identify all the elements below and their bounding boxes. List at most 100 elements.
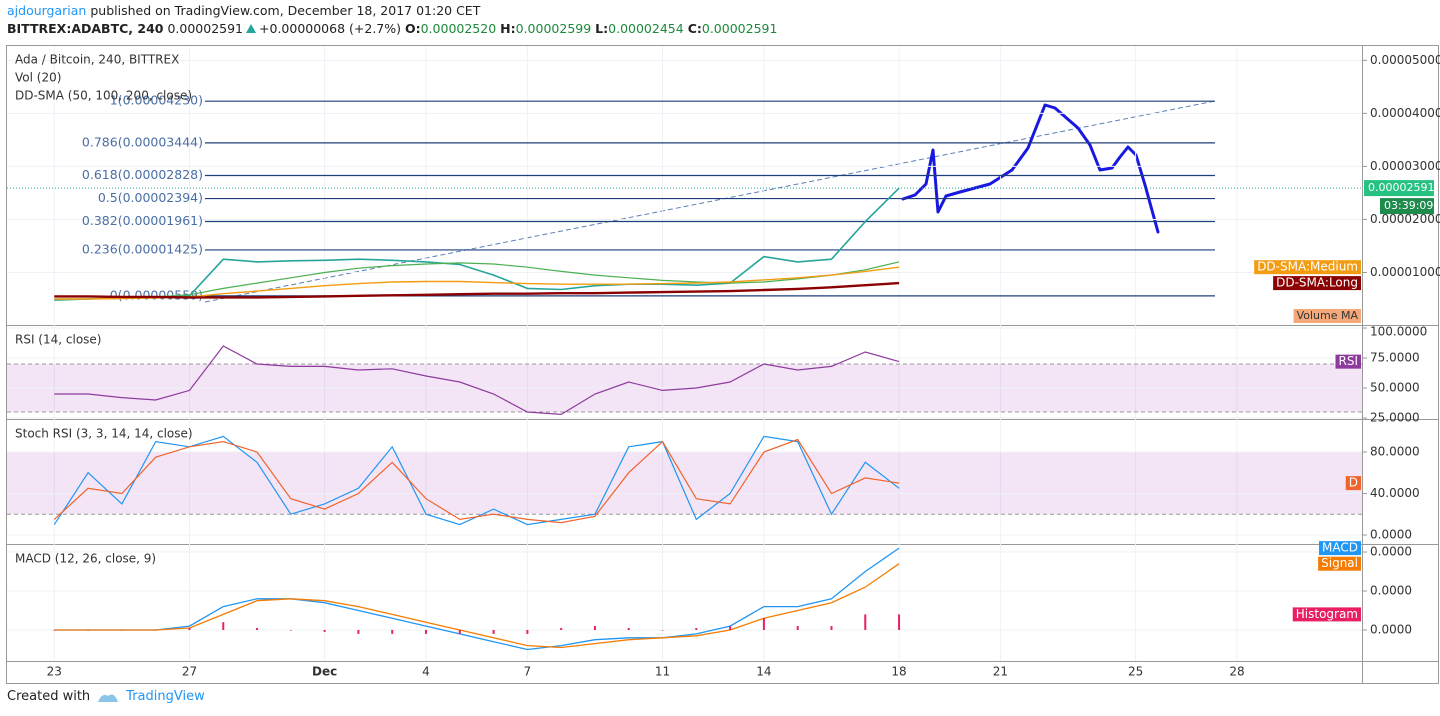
- countdown-bg: [1380, 198, 1434, 215]
- histogram-bar: [796, 626, 799, 630]
- x-tick-label: 7: [524, 665, 532, 679]
- published: published on TradingView.com, December 1…: [90, 3, 481, 18]
- histogram-bar: [222, 622, 225, 630]
- x-tick-label: 4: [422, 665, 430, 679]
- countdown: 03:39:09: [1384, 199, 1433, 212]
- series-tag-bg: [1254, 260, 1361, 275]
- series-line: [54, 345, 900, 416]
- fib-label: 0.5(0.00002394): [98, 190, 203, 205]
- x-tick-label: 21: [993, 665, 1008, 679]
- indicator-title: Vol (20): [15, 71, 61, 85]
- histogram-bar: [154, 629, 157, 631]
- publish-line: ajdourgarian published on TradingView.co…: [7, 2, 777, 20]
- projection-drawing: [901, 103, 1160, 234]
- y-tick-label: 0.0000: [1370, 545, 1412, 559]
- series-tag-bg: [1318, 556, 1361, 571]
- fib-label: 0.382(0.00001961): [82, 213, 203, 228]
- symbol: BITTREX:ADABTC, 240: [7, 21, 164, 36]
- histogram-bar: [256, 628, 259, 630]
- h-label: H:: [500, 21, 516, 36]
- low: 0.00002454: [608, 21, 684, 36]
- volume-tag: Volume MA: [1297, 309, 1359, 322]
- series-tag-bg: [1273, 276, 1361, 291]
- x-tick-label: 27: [182, 665, 197, 679]
- high: 0.00002599: [515, 21, 592, 36]
- close: 0.00002591: [701, 21, 778, 36]
- chart: 23 27 Dec 4 7 11 14 18 21 25 28 0.00005000 0.0000400…: [6, 45, 1440, 684]
- y-tick-label: 75.0000: [1370, 351, 1420, 365]
- last-price-label: 0.00002591: [1368, 181, 1434, 194]
- y-tick-label: 0.00002000: [1370, 212, 1440, 226]
- series-tag: RSI: [1339, 354, 1359, 368]
- fib-label: 1(0.00004230): [110, 93, 203, 108]
- panel-title: RSI (14, close): [15, 333, 101, 347]
- created-with: Created with: [7, 689, 91, 704]
- series-tag: Histogram: [1296, 607, 1358, 621]
- series-line: [54, 281, 900, 299]
- x-tick-label: 28: [1229, 665, 1244, 679]
- histogram-bar: [560, 628, 563, 630]
- series-tag: Signal: [1321, 556, 1358, 570]
- series-tag-bg: [1335, 354, 1361, 369]
- change: +0.00000068 (+2.7%): [259, 21, 401, 36]
- histogram-bar: [593, 626, 596, 630]
- indicator-title: DD-SMA (50, 100, 200, close): [15, 89, 192, 103]
- series-tag: DD-SMA:Long: [1276, 276, 1358, 290]
- c-label: C:: [687, 21, 702, 36]
- histogram-bar: [357, 629, 360, 634]
- y-tick-label: 50.0000: [1370, 381, 1420, 395]
- series-tag-bg: [1292, 607, 1361, 622]
- open: 0.00002520: [420, 21, 497, 36]
- series-line: [54, 563, 900, 649]
- y-tick-label: 100.0000: [1370, 325, 1427, 339]
- brand[interactable]: TradingView: [126, 689, 205, 704]
- header: ajdourgarian published on TradingView.co…: [7, 2, 777, 38]
- histogram-bar: [492, 629, 495, 634]
- series-line: [54, 187, 900, 301]
- y-tick-label: 0.0000: [1370, 528, 1412, 542]
- series-tag-bg: [1345, 476, 1361, 491]
- fib-label: 0.618(0.00002828): [82, 167, 203, 182]
- series-tag: DD-SMA:Medium: [1257, 260, 1358, 274]
- histogram-bar: [661, 629, 664, 631]
- series-tag: D: [1349, 476, 1358, 490]
- histogram-bar: [762, 618, 765, 630]
- y-tick-label: 0.00001000: [1370, 265, 1440, 279]
- histogram-bar: [458, 629, 461, 634]
- x-tick-label: Dec: [312, 665, 337, 679]
- x-tick-label: 18: [891, 665, 906, 679]
- histogram-bar: [120, 629, 123, 631]
- fib-label: 0.236(0.00001425): [82, 241, 203, 256]
- histogram-bar: [53, 629, 56, 631]
- histogram-bar: [864, 614, 867, 630]
- panel-title: Stoch RSI (3, 3, 14, 14, close): [15, 427, 193, 441]
- y-tick-label: 0.0000: [1370, 622, 1412, 636]
- x-tick-label: 11: [655, 665, 670, 679]
- histogram-bar: [526, 629, 529, 634]
- x-tick-label: 14: [756, 665, 771, 679]
- series-line: [54, 547, 900, 651]
- histogram-bar: [289, 629, 292, 631]
- histogram-bar: [627, 628, 630, 630]
- author[interactable]: ajdourgarian: [7, 3, 87, 18]
- panel-title: Ada / Bitcoin, 240, BITTREX: [15, 53, 179, 67]
- y-tick-label: 25.0000: [1370, 411, 1420, 425]
- x-tick-label: 25: [1128, 665, 1143, 679]
- up-arrow: [246, 24, 257, 33]
- histogram-bar: [729, 626, 732, 630]
- frame: [6, 45, 1439, 684]
- x-tick-label: 23: [47, 665, 62, 679]
- y-tick-label: 0.00004000: [1370, 106, 1440, 120]
- footer: Created with TradingView: [7, 689, 205, 704]
- band: [7, 451, 1362, 515]
- trend-line: [204, 100, 1216, 303]
- y-tick-label: 0.00003000: [1370, 159, 1440, 173]
- histogram-bar: [425, 629, 428, 634]
- histogram-bar: [898, 614, 901, 630]
- last-price-bg: [1364, 180, 1434, 197]
- y-tick-label: 0.0000: [1370, 584, 1412, 598]
- l-label: L:: [595, 21, 609, 36]
- histogram-bar: [391, 629, 394, 634]
- o-label: O:: [404, 21, 421, 36]
